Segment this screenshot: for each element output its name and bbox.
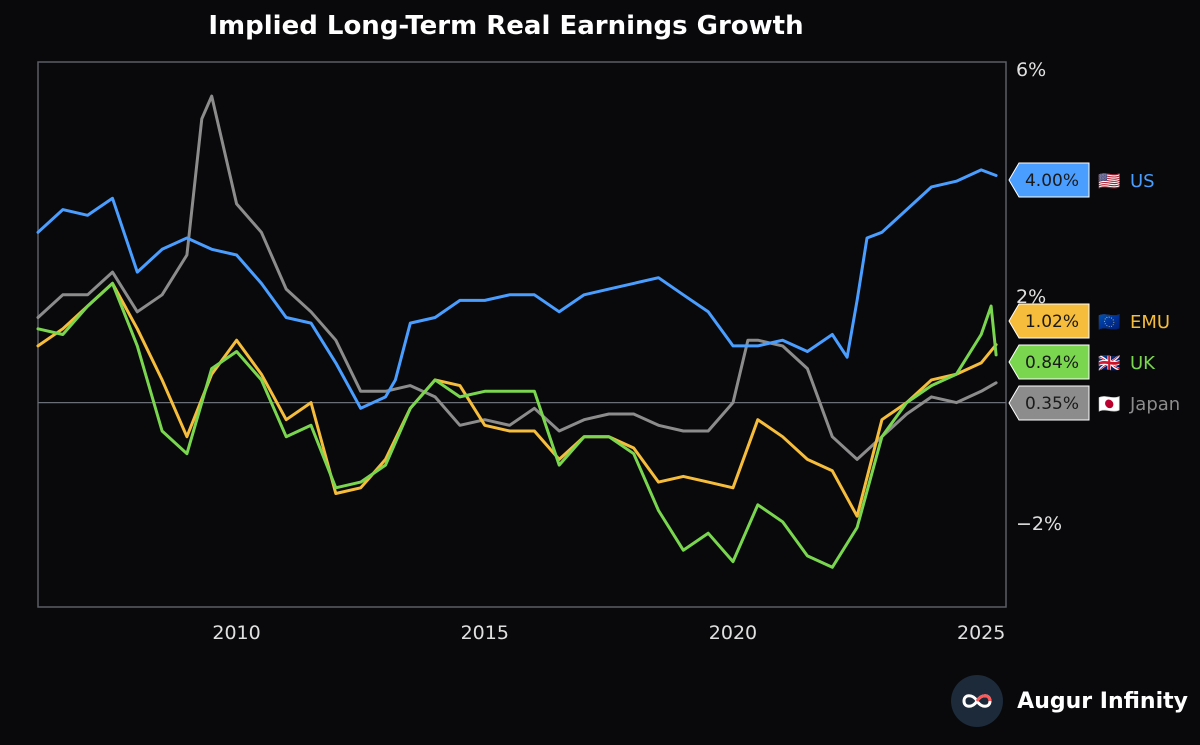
series-line-us: [36, 168, 998, 410]
end-label-uk: 0.84% 🇬🇧 UK: [1008, 344, 1156, 380]
x-tick-label: 2015: [461, 622, 509, 644]
flag-icon: 🇯🇵: [1098, 394, 1120, 415]
end-label-japan: 0.35% 🇯🇵 Japan: [1008, 385, 1180, 421]
flag-icon: 🇺🇸: [1098, 171, 1120, 192]
infinity-logo-icon: [951, 675, 1004, 727]
value-badge: [1008, 385, 1090, 421]
y-tick-label: −2%: [1016, 513, 1062, 535]
x-axis-ticks: 2010 2015 2020 2025: [212, 622, 1005, 644]
end-label-us: 4.00% 🇺🇸 US: [1008, 162, 1155, 198]
value-badge-text: 4.00%: [1025, 171, 1079, 191]
x-tick-label: 2010: [212, 622, 260, 644]
legend-name: Japan: [1129, 394, 1180, 415]
series-line-uk: [36, 281, 998, 569]
flag-icon: 🇬🇧: [1098, 353, 1120, 374]
value-badge-text: 0.35%: [1025, 394, 1079, 414]
legend-name: UK: [1130, 353, 1156, 374]
value-badge-text: 0.84%: [1025, 353, 1079, 373]
plot-area-frame: [37, 61, 1007, 608]
chart-title: Implied Long-Term Real Earnings Growth: [208, 11, 803, 41]
x-tick-label: 2025: [957, 622, 1005, 644]
x-tick-label: 2020: [709, 622, 757, 644]
value-badge: [1008, 303, 1090, 339]
value-badge-text: 1.02%: [1025, 312, 1079, 332]
y-tick-label: 2%: [1016, 286, 1046, 308]
series-line-japan: [36, 94, 998, 461]
series-line-emu: [36, 281, 998, 518]
value-badge: [1008, 344, 1090, 380]
flag-icon: 🇪🇺: [1098, 312, 1120, 333]
y-axis-ticks: 6% 2% −2%: [1016, 59, 1062, 535]
brand-watermark: Augur Infinity: [951, 675, 1188, 727]
legend-name: EMU: [1130, 312, 1170, 333]
brand-name: Augur Infinity: [1017, 688, 1188, 714]
series-layer: [36, 94, 998, 569]
value-badge: [1008, 162, 1090, 198]
end-label-emu: 1.02% 🇪🇺 EMU: [1008, 303, 1170, 339]
series-end-labels: 0.35% 🇯🇵 Japan 4.00% 🇺🇸 US 1.02% 🇪🇺 EMU 0.84% 🇬🇧 UK: [1008, 162, 1180, 421]
y-tick-label: 6%: [1016, 59, 1046, 81]
legend-name: US: [1130, 171, 1155, 192]
